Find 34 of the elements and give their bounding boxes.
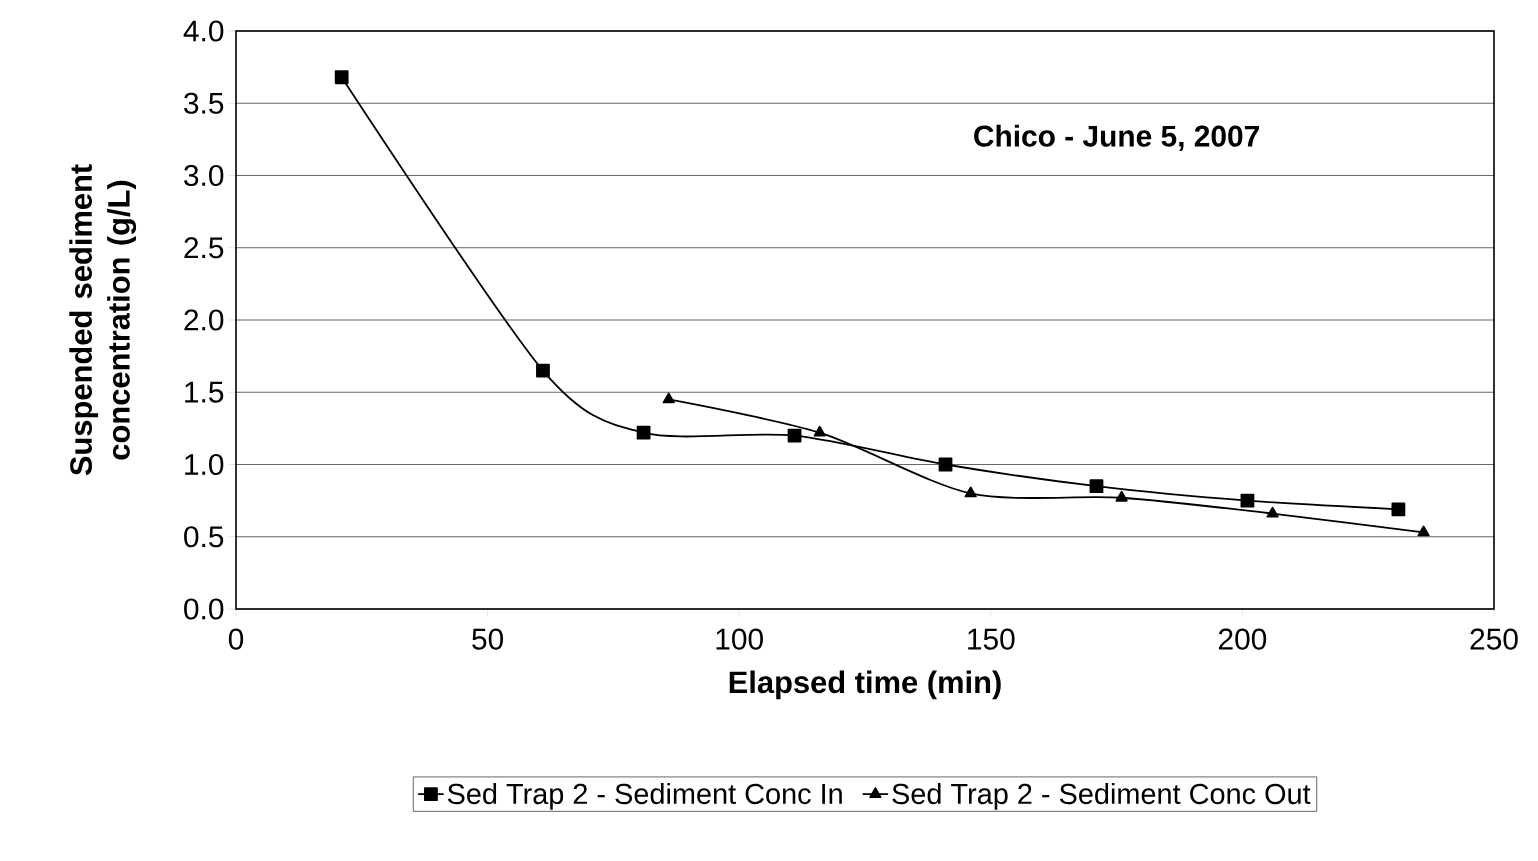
x-tick-label: 150 bbox=[968, 628, 1015, 650]
point bbox=[662, 392, 675, 404]
y-tick-label: 4.0 bbox=[183, 20, 224, 42]
point bbox=[334, 70, 349, 85]
y-tick-label: 3.5 bbox=[184, 92, 224, 114]
x-axis-title: Elapsed time (min) bbox=[729, 670, 1001, 700]
x-tick-label: 200 bbox=[1218, 628, 1267, 650]
y-tick-label: 1.0 bbox=[185, 453, 224, 476]
point bbox=[1115, 490, 1128, 502]
point bbox=[1240, 493, 1255, 508]
y-tick-label: 2.0 bbox=[184, 309, 224, 331]
point bbox=[1089, 479, 1104, 494]
x-tick-label: 50 bbox=[472, 628, 504, 650]
point bbox=[1391, 502, 1406, 517]
x-tick-label: 250 bbox=[1470, 628, 1518, 650]
y-tick-label: 0.5 bbox=[184, 526, 224, 548]
point bbox=[536, 363, 550, 378]
legend-label: Sed Trap 2 - Sediment Conc In bbox=[447, 782, 842, 810]
y-tick-label: 0.0 bbox=[184, 598, 224, 620]
point bbox=[1266, 506, 1279, 518]
y-axis-title: Suspended sediment concentration (g/L) bbox=[69, 164, 137, 476]
point bbox=[1417, 525, 1430, 537]
point bbox=[964, 486, 977, 498]
point bbox=[813, 425, 826, 437]
point bbox=[787, 428, 802, 443]
y-tick-label: 3.0 bbox=[184, 164, 224, 187]
y-tick-label: 2.5 bbox=[184, 237, 224, 259]
x-tick-label: 100 bbox=[716, 628, 763, 650]
y-tick-label: 1.5 bbox=[185, 381, 224, 403]
x-tick-label: 0 bbox=[228, 628, 244, 650]
legend-label: Sed Trap 2 - Sediment Conc Out bbox=[892, 782, 1311, 810]
point bbox=[938, 457, 953, 472]
point bbox=[636, 425, 651, 440]
annotation: Chico - June 5, 2007 bbox=[974, 124, 1259, 152]
